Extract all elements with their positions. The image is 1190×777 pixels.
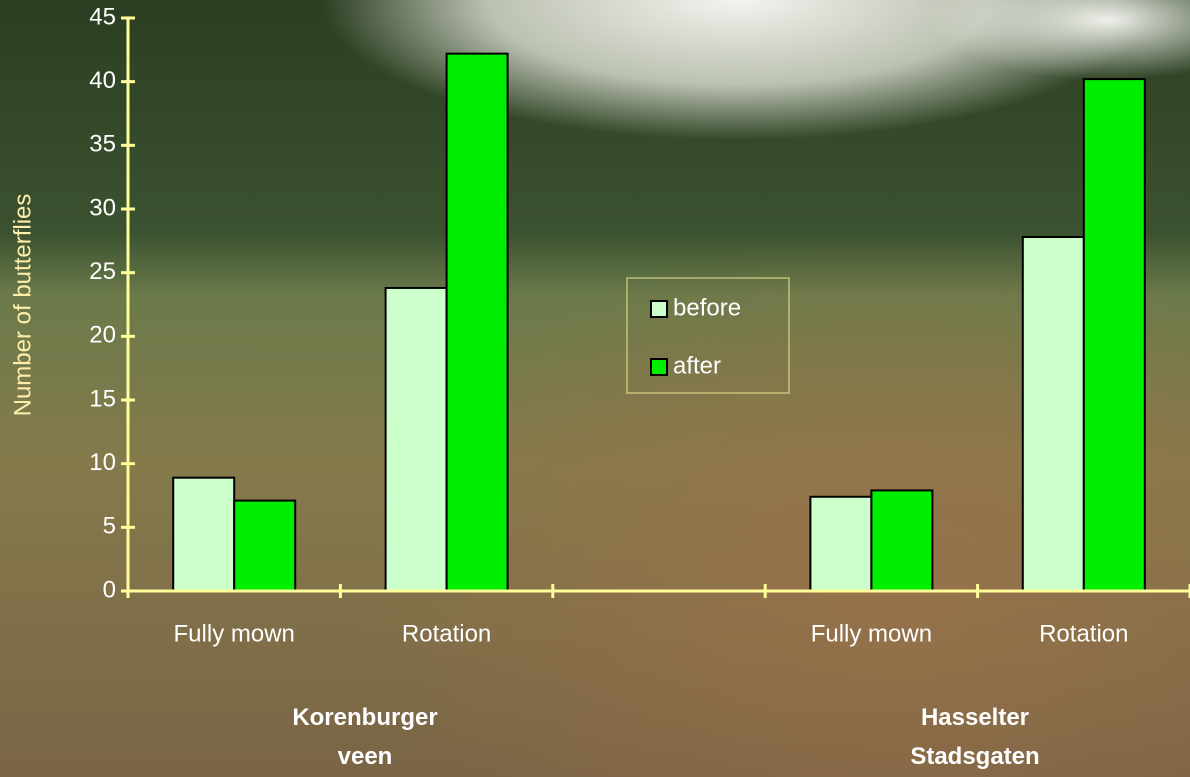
y-tick-label: 35 [89,131,116,158]
group-label: Hasselter Stadsgaten [910,704,1040,770]
background-sky [0,0,1190,400]
x-tick-label: Fully mown [811,620,932,647]
x-tick-label: Rotation [402,620,491,647]
legend-swatch [650,300,668,318]
bar [233,499,297,592]
group-label: Korenburger veen [292,704,438,770]
x-tick-label: Rotation [1039,620,1128,647]
bar [809,495,873,593]
legend-swatch [650,358,668,376]
bar [445,52,509,593]
y-tick-label: 0 [103,576,116,603]
y-tick-label: 25 [89,258,116,285]
bar [1082,78,1146,593]
y-tick-label: 40 [89,67,116,94]
legend [626,277,790,394]
legend-label: before [673,294,741,321]
y-tick-label: 20 [89,322,116,349]
y-tick-label: 45 [89,3,116,30]
legend-label: after [673,352,721,379]
y-tick-label: 15 [89,385,116,412]
x-tick-label: Fully mown [174,620,295,647]
bar [870,489,934,593]
y-tick-label: 30 [89,194,116,221]
y-tick-label: 10 [89,449,116,476]
bar [172,476,236,593]
y-tick-label: 5 [103,513,116,540]
bar [384,286,448,592]
bar [1021,236,1085,592]
y-axis-title: Number of butterflies [9,194,36,417]
